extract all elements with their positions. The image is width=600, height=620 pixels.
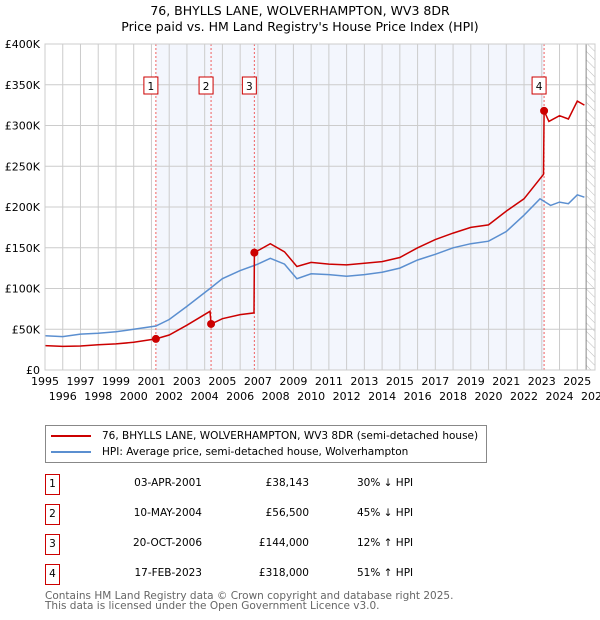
title-line: 76, BHYLLS LANE, WOLVERHAMPTON, WV3 8DR — [150, 3, 450, 18]
hpi-series-line — [44, 193, 585, 338]
sale-number: 3 — [45, 534, 60, 555]
x-tick-label: 2022 — [510, 390, 538, 403]
sale-date: 20-OCT-2006 — [133, 537, 202, 549]
x-tick-label: 2014 — [368, 390, 396, 403]
sale-price: £56,500 — [265, 507, 309, 519]
x-tick-label: 2009 — [279, 375, 307, 388]
price-chart: 1995 1996 1997 1998 1999 2000 2001 2002 2003 2004… — [5, 38, 600, 403]
x-tick-label: 2021 — [492, 375, 520, 388]
x-tick-label: 2007 — [244, 375, 272, 388]
legend-swatch-blue — [51, 451, 91, 453]
x-tick-label: 2017 — [421, 375, 449, 388]
y-tick-label: £350K — [5, 79, 41, 92]
x-tick-label: 2001 — [137, 375, 165, 388]
table-row: 2 10-MAY-2004 £56,500 45% ↓ HPI — [45, 504, 445, 534]
sale-label: 4 — [536, 81, 543, 93]
x-tick-label: 2011 — [315, 375, 343, 388]
subtitle-line: Price paid vs. HM Land Registry's House … — [121, 19, 479, 34]
sale-date: 03-APR-2001 — [134, 477, 202, 489]
sale-label-box — [198, 76, 214, 95]
x-tick-label: 2006 — [226, 390, 254, 403]
sale-point — [250, 248, 259, 257]
legend-label: 76, BHYLLS LANE, WOLVERHAMPTON, WV3 8DR … — [102, 430, 479, 442]
sale-date: 10-MAY-2004 — [133, 507, 202, 519]
legend: 76, BHYLLS LANE, WOLVERHAMPTON, WV3 8DR … — [45, 425, 487, 463]
table-row: 1 03-APR-2001 £38,143 30% ↓ HPI — [45, 474, 445, 504]
x-tick-label: 1997 — [66, 375, 94, 388]
x-tick-label: 2008 — [262, 390, 290, 403]
sale-hpi-diff: 45% ↓ HPI — [357, 507, 414, 519]
x-tick-label: 2012 — [333, 390, 361, 403]
x-tick-label: 1998 — [84, 390, 112, 403]
table-row: 3 20-OCT-2006 £144,000 12% ↑ HPI — [45, 534, 445, 564]
x-tick-label: 2000 — [120, 390, 148, 403]
sale-hpi-diff: 51% ↑ HPI — [357, 567, 414, 579]
sale-label-box — [531, 76, 547, 95]
legend-item-property: 76, BHYLLS LANE, WOLVERHAMPTON, WV3 8DR … — [51, 428, 478, 444]
sale-point — [207, 319, 216, 328]
x-tick-label: 2016 — [404, 390, 432, 403]
y-tick-label: £250K — [5, 160, 41, 173]
sale-date: 17-FEB-2023 — [134, 567, 202, 579]
sale-hpi-diff: 30% ↓ HPI — [357, 477, 414, 489]
x-tick-label: 1995 — [31, 375, 59, 388]
x-tick-label: 2003 — [173, 375, 201, 388]
x-tick-label: 2004 — [191, 390, 219, 403]
sale-price: £318,000 — [258, 567, 309, 579]
legend-swatch-red — [51, 435, 91, 437]
sale-label: 3 — [246, 81, 253, 93]
y-tick-label: £0 — [26, 364, 40, 377]
sale-hpi-diff: 12% ↑ HPI — [357, 537, 414, 549]
y-tick-label: £400K — [5, 38, 41, 51]
x-tick-label: 2002 — [155, 390, 183, 403]
x-tick-label: 2020 — [475, 390, 503, 403]
y-tick-label: £200K — [5, 201, 41, 214]
table-row: 4 17-FEB-2023 £318,000 51% ↑ HPI — [45, 564, 445, 594]
x-tick-label: 2015 — [386, 375, 414, 388]
x-tick-label: 1999 — [102, 375, 130, 388]
sale-label-box — [143, 76, 159, 95]
x-tick-label: 2013 — [350, 375, 378, 388]
sale-label-box — [241, 76, 257, 95]
x-tick-label: 1996 — [49, 390, 77, 403]
sale-label: 1 — [148, 81, 155, 93]
x-tick-label: 2018 — [439, 390, 467, 403]
sale-label: 2 — [203, 81, 210, 93]
sale-number: 1 — [45, 474, 60, 495]
x-tick-label: 2026 — [581, 390, 600, 403]
y-tick-label: £150K — [5, 242, 41, 255]
footer-attribution: Contains HM Land Registry data © Crown c… — [45, 590, 454, 612]
x-tick-label: 2025 — [563, 375, 591, 388]
transactions-table: 1 03-APR-2001 £38,143 30% ↓ HPI 2 10-MAY… — [45, 474, 445, 594]
legend-item-hpi: HPI: Average price, semi-detached house,… — [51, 444, 408, 460]
footer-line: This data is licensed under the Open Gov… — [45, 600, 380, 612]
sale-number: 4 — [45, 564, 60, 585]
y-tick-label: £100K — [5, 283, 41, 296]
y-tick-label: £50K — [12, 323, 41, 336]
chart-title: 76, BHYLLS LANE, WOLVERHAMPTON, WV3 8DR … — [0, 3, 600, 35]
x-tick-label: 2019 — [457, 375, 485, 388]
x-tick-label: 2010 — [297, 390, 325, 403]
sale-point — [540, 106, 549, 115]
footer-line: Contains HM Land Registry data © Crown c… — [45, 590, 454, 602]
x-tick-label: 2005 — [208, 375, 236, 388]
y-tick-label: £300K — [5, 120, 41, 133]
sale-price: £144,000 — [258, 537, 309, 549]
legend-label: HPI: Average price, semi-detached house,… — [102, 446, 409, 458]
sale-point — [151, 334, 160, 343]
x-tick-label: 2023 — [528, 375, 556, 388]
plot-frame — [44, 43, 596, 371]
sale-number: 2 — [45, 504, 60, 525]
sale-price: £38,143 — [265, 477, 309, 489]
x-tick-label: 2024 — [546, 390, 574, 403]
